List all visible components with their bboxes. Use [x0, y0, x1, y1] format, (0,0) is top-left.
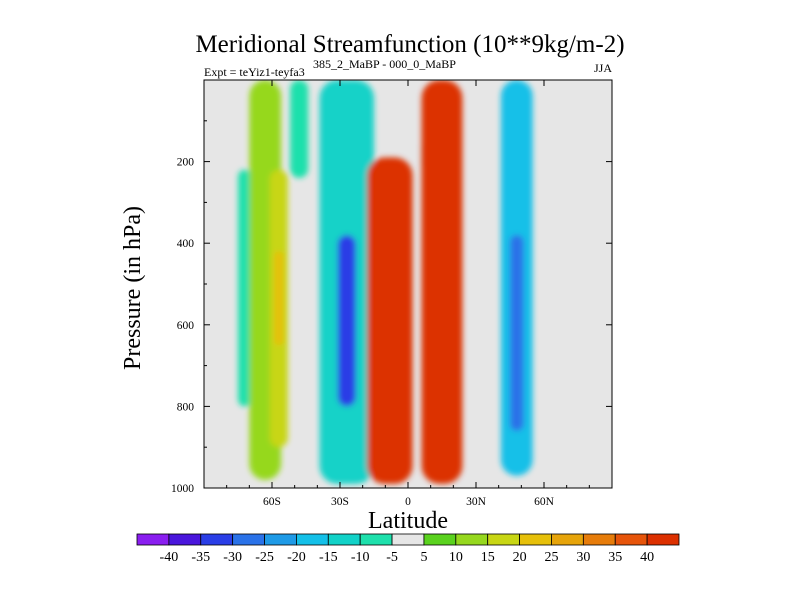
- colorbar-swatch: [455, 533, 489, 546]
- axis-ticks: 60S 30S 0 30N 60N 200 400 600 800 1000: [171, 80, 613, 508]
- x-tick-label: 60S: [263, 496, 281, 508]
- colorbar-swatch: [582, 533, 616, 546]
- x-tick-label: 30S: [331, 496, 349, 508]
- y-tick-label: 800: [177, 401, 195, 413]
- x-tick-label: 60N: [534, 496, 555, 508]
- y-tick-label: 1000: [171, 483, 194, 495]
- colorbar-label: 5: [420, 550, 427, 565]
- colorbar-label: -20: [287, 550, 306, 565]
- expt-superscript: 385_2_MaBP - 000_0_MaBP: [313, 57, 456, 71]
- colorbar-swatch: [136, 533, 170, 546]
- y-tick-label: 400: [177, 238, 195, 250]
- colorbar-swatch: [614, 533, 648, 546]
- contour-region-equatorial-positive-cell-east: [421, 80, 463, 484]
- expt-label: Expt = teYiz1-teyfa3: [204, 65, 305, 79]
- colorbar-label: -15: [319, 550, 338, 565]
- colorbar-swatch: [264, 533, 297, 546]
- contour-region-southern-orange-core: [274, 251, 284, 346]
- colorbar-label: -25: [255, 550, 274, 565]
- contour-region-southern-hadley-negative-core: [337, 235, 356, 407]
- season-label: JJA: [594, 61, 612, 75]
- colorbar-swatch: [359, 533, 393, 546]
- colorbar-swatch: [646, 533, 680, 546]
- plot-area: [204, 80, 612, 488]
- colorbar-label: 10: [449, 550, 463, 565]
- colorbar-label: 30: [576, 550, 590, 565]
- x-axis-label: Latitude: [368, 508, 448, 534]
- colorbar-label: -30: [223, 550, 242, 565]
- y-tick-label: 200: [177, 157, 195, 169]
- contour-region-upper-band-south: [290, 80, 309, 178]
- colorbar: -40 -35 -30 -25 -20 -15 -10 -5 5 10 15 20 25 30 35 40: [136, 533, 680, 565]
- colorbar-label: 35: [608, 550, 622, 565]
- colorbar-label: -10: [351, 550, 370, 565]
- colorbar-swatch: [551, 533, 584, 546]
- colorbar-label: 25: [544, 550, 558, 565]
- colorbar-label: -5: [386, 550, 398, 565]
- contour-region-northern-negative-core: [510, 235, 524, 431]
- colorbar-swatch: [519, 533, 552, 546]
- colorbar-swatch: [423, 533, 457, 546]
- contour-region-southern-hemisphere-outer-band: [238, 169, 252, 407]
- colorbar-label: 15: [481, 550, 495, 565]
- colorbar-label: -40: [160, 550, 179, 565]
- colorbar-label: 40: [640, 550, 654, 565]
- colorbar-swatch: [327, 533, 361, 546]
- x-tick-label: 30N: [466, 496, 487, 508]
- contour-region-equatorial-positive-cell-west: [367, 157, 413, 484]
- y-axis-label: Pressure (in hPa): [120, 206, 146, 370]
- colorbar-label: -35: [191, 550, 210, 565]
- colorbar-swatch: [200, 533, 234, 546]
- colorbar-swatch: [232, 533, 265, 546]
- x-tick-label: 0: [405, 496, 411, 508]
- colorbar-swatch: [168, 533, 202, 546]
- colorbar-swatch: [391, 533, 425, 546]
- y-tick-label: 600: [177, 320, 195, 332]
- contour-fills: [238, 80, 533, 484]
- colorbar-swatch: [487, 533, 520, 546]
- colorbar-label: 20: [513, 550, 527, 565]
- colorbar-swatch: [296, 533, 329, 546]
- chart-title: Meridional Streamfunction (10**9kg/m-2): [195, 31, 624, 58]
